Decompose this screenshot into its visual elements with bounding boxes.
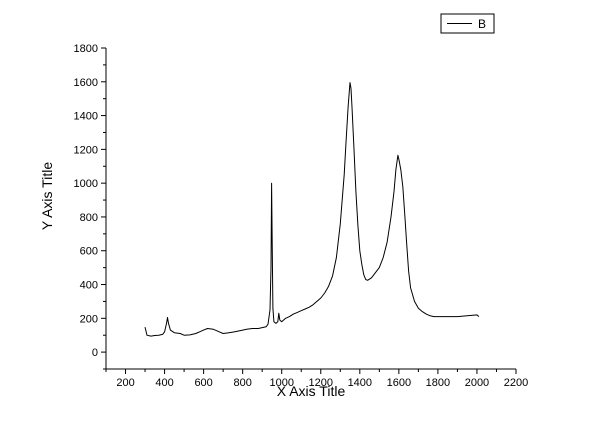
x-ticks: 200 400 600 800 1000 1200 1400 1600 1800 2000 2200	[105, 369, 528, 389]
y-tick-label: 1800	[74, 43, 98, 55]
y-tick-label: 1400	[74, 111, 98, 123]
x-tick-label: 2200	[504, 377, 528, 389]
x-tick-label: 200	[116, 377, 134, 389]
x-tick-label: 1000	[269, 377, 293, 389]
series-line-B	[144, 82, 480, 337]
axes	[105, 48, 516, 370]
y-ticks: 0 200 400 600 800 1000 1200 1400 1600 1800	[74, 43, 106, 370]
x-tick-label: 800	[233, 377, 251, 389]
y-tick-label: 1600	[74, 77, 98, 89]
y-tick-label: 1000	[74, 178, 98, 190]
y-tick-label: 1200	[74, 144, 98, 156]
x-tick-label: 1600	[387, 377, 411, 389]
y-tick-label: 600	[80, 246, 98, 258]
x-tick-label: 2000	[465, 377, 489, 389]
series-layer	[144, 82, 480, 337]
legend: B	[440, 13, 495, 34]
y-tick-label: 200	[80, 313, 98, 325]
x-tick-label: 600	[194, 377, 212, 389]
x-axis-title: X Axis Title	[277, 383, 346, 399]
y-tick-label: 0	[92, 347, 98, 359]
y-axis-title: Y Axis Title	[39, 162, 55, 230]
x-tick-label: 1400	[348, 377, 372, 389]
x-tick-label: 400	[155, 377, 173, 389]
legend-label: B	[478, 17, 486, 31]
x-tick-label: 1200	[309, 377, 333, 389]
y-tick-label: 800	[80, 212, 98, 224]
x-tick-label: 1800	[426, 377, 450, 389]
y-tick-label: 400	[80, 280, 98, 292]
